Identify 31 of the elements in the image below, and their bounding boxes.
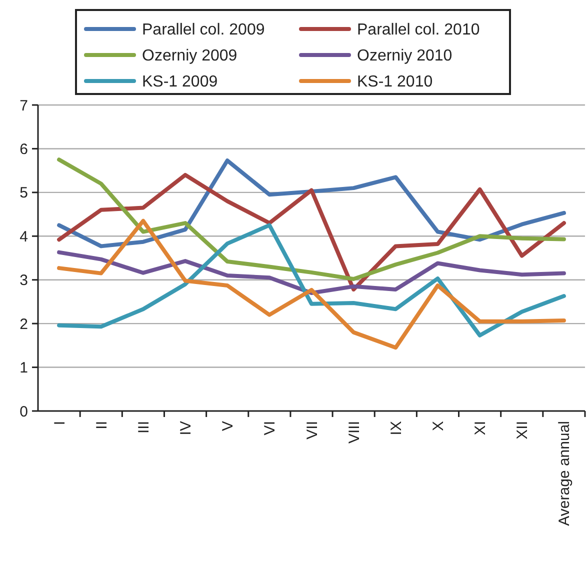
x-tick-label: VI <box>262 421 279 436</box>
legend-label: KS-1 2009 <box>142 74 218 91</box>
x-tick-label: VII <box>304 421 321 440</box>
y-tick-label: 7 <box>20 97 28 114</box>
legend-label: Parallel col. 2009 <box>142 22 265 39</box>
x-tick-label: III <box>135 421 152 434</box>
x-tick-label: Average annual <box>556 421 574 526</box>
line-series <box>57 158 566 281</box>
x-tick-label: IX <box>388 421 405 436</box>
x-tick-label: I <box>51 421 68 426</box>
x-tick-label: II <box>93 421 110 430</box>
y-tick-label: 6 <box>20 140 28 158</box>
legend-label: Ozerniy 2009 <box>142 48 238 65</box>
y-tick-label: 3 <box>20 272 28 290</box>
y-tick-label: 0 <box>20 403 28 420</box>
legend-label: Ozerniy 2010 <box>357 48 452 65</box>
y-tick-label: 2 <box>20 316 28 333</box>
x-tick-label: XII <box>514 421 532 440</box>
legend-label: KS-1 2010 <box>357 74 433 91</box>
y-tick-label: 1 <box>20 360 28 377</box>
x-tick-label: IV <box>178 421 195 436</box>
line-series <box>57 250 566 295</box>
line-series <box>57 172 566 292</box>
x-tick-label: V <box>220 421 237 432</box>
legend-label: Parallel col. 2010 <box>357 22 480 39</box>
line-series <box>57 158 566 248</box>
x-tick-label: X <box>430 421 447 432</box>
y-tick-label: 4 <box>20 228 28 246</box>
y-tick-label: 5 <box>20 184 28 202</box>
x-tick-label: XI <box>472 421 490 436</box>
x-tick-label: VIII <box>346 421 363 444</box>
